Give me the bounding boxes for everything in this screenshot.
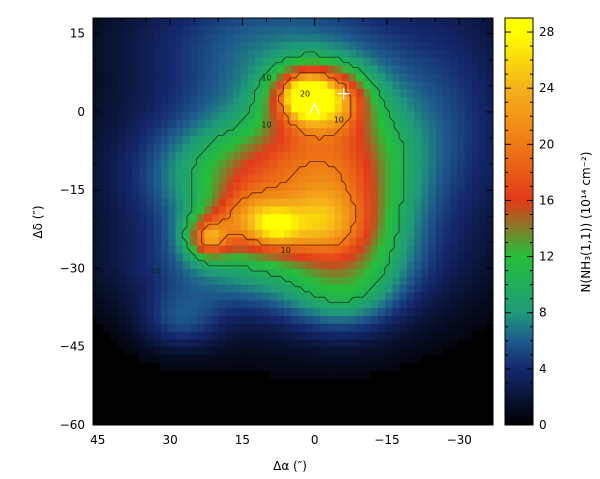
y-tick-label: 0 — [77, 105, 85, 119]
contour-label: 10 — [151, 267, 161, 276]
x-tick-label: −15 — [374, 433, 399, 447]
contour-20 — [201, 72, 357, 246]
x-tick-label: −30 — [447, 433, 472, 447]
colorbar-axis: 0 4 8 12 16 20 24 28 — [505, 17, 554, 432]
y-tick-label: 15 — [70, 27, 85, 41]
colorbar-tick-label: 12 — [539, 250, 554, 264]
plot-frame — [92, 17, 494, 426]
marker-layer — [309, 87, 350, 115]
colorbar-tick-label: 0 — [539, 418, 547, 432]
plus-marker — [337, 87, 350, 100]
y-axis: 15 0 −15 −30 −45 −60 — [60, 27, 493, 432]
x-tick-label: 0 — [311, 433, 319, 447]
colorbar-tick-label: 16 — [539, 193, 554, 207]
colorbar-tick-label: 28 — [539, 25, 554, 39]
x-axis: 45 30 15 0 −15 −30 — [90, 18, 484, 447]
contour-label: 10 — [281, 246, 291, 255]
contour-label: 10 — [334, 115, 344, 124]
x-tick-label: 15 — [235, 433, 250, 447]
colorbar — [504, 17, 534, 426]
colorbar-tick-label: 8 — [539, 306, 547, 320]
triangle-marker — [309, 101, 321, 115]
contour-label: 20 — [300, 89, 310, 98]
x-tick-label: 45 — [90, 433, 105, 447]
colorbar-tick-label: 24 — [539, 81, 554, 95]
colorbar-tick-label: 4 — [539, 362, 547, 376]
contour-10 — [181, 51, 405, 303]
contour-layer: 10 10 10 10 10 20 — [151, 51, 405, 303]
heatmap-layer — [93, 18, 493, 379]
colorbar-tick-label: 20 — [539, 137, 554, 151]
y-tick-label: −45 — [60, 340, 85, 354]
contour-label: 10 — [261, 74, 271, 83]
contour-label: 10 — [261, 121, 271, 130]
y-tick-label: −30 — [60, 261, 85, 275]
y-tick-label: −60 — [60, 418, 85, 432]
colorbar-title: N(NH₃(1,1)) (10¹⁴ cm⁻²) — [579, 152, 593, 293]
x-axis-title: Δα (″) — [273, 459, 307, 473]
x-tick-label: 30 — [162, 433, 177, 447]
y-tick-label: −15 — [60, 183, 85, 197]
y-axis-title: Δδ (″) — [31, 205, 45, 238]
